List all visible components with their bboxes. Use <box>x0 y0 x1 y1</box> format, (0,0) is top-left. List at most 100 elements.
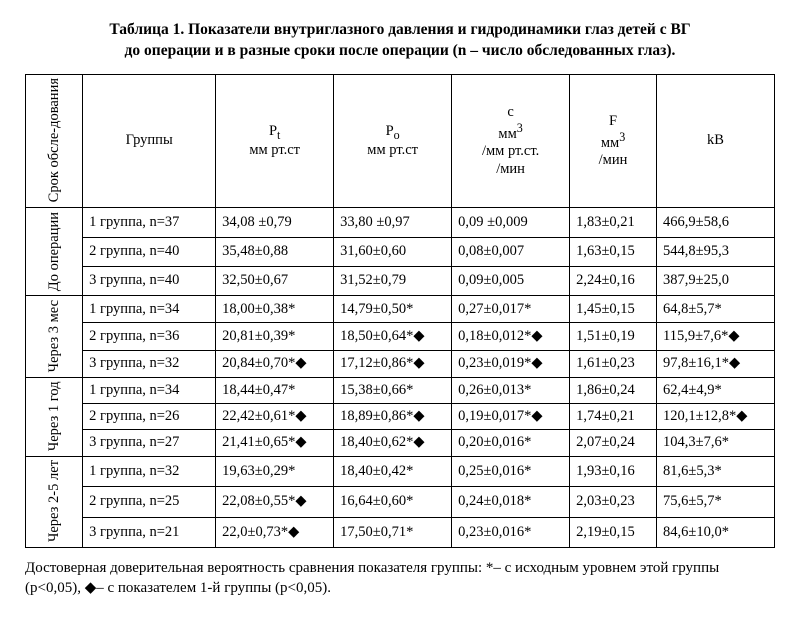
cell-po: 17,50±0,71* <box>334 517 452 547</box>
cell-f: 1,74±0,21 <box>570 404 657 430</box>
cell-po: 14,79±0,50* <box>334 296 452 323</box>
period-label: Через 2-5 лет <box>26 456 83 547</box>
cell-c: 0,24±0,018* <box>452 487 570 517</box>
cell-c: 0,09±0,005 <box>452 266 570 295</box>
table-row: 2 группа, n=26 22,42±0,61*◆ 18,89±0,86*◆… <box>26 404 775 430</box>
header-c: c мм3 /мм рт.ст. /мин <box>452 74 570 207</box>
title-line-1: Таблица 1. Показатели внутриглазного дав… <box>109 21 690 38</box>
cell-pt: 20,84±0,70*◆ <box>216 350 334 377</box>
cell-po: 15,38±0,66* <box>334 377 452 403</box>
cell-group: 1 группа, n=32 <box>83 456 216 486</box>
table-row: 3 группа, n=40 32,50±0,67 31,52±0,79 0,0… <box>26 266 775 295</box>
table-row: 2 группа, n=25 22,08±0,55*◆ 16,64±0,60* … <box>26 487 775 517</box>
period-label: До операции <box>26 208 83 296</box>
cell-group: 2 группа, n=25 <box>83 487 216 517</box>
table-row: До операции 1 группа, n=37 34,08 ±0,79 3… <box>26 208 775 237</box>
cell-kb: 120,1±12,8*◆ <box>656 404 774 430</box>
cell-group: 2 группа, n=26 <box>83 404 216 430</box>
cell-pt: 22,42±0,61*◆ <box>216 404 334 430</box>
cell-group: 1 группа, n=34 <box>83 377 216 403</box>
cell-f: 1,45±0,15 <box>570 296 657 323</box>
cell-kb: 387,9±25,0 <box>656 266 774 295</box>
cell-group: 3 группа, n=27 <box>83 430 216 456</box>
cell-c: 0,20±0,016* <box>452 430 570 456</box>
cell-kb: 115,9±7,6*◆ <box>656 323 774 350</box>
cell-kb: 466,9±58,6 <box>656 208 774 237</box>
period-label: Через 3 мес <box>26 296 83 377</box>
cell-po: 18,40±0,42* <box>334 456 452 486</box>
cell-kb: 544,8±95,3 <box>656 237 774 266</box>
header-period: Срок обсле-дования <box>26 74 83 207</box>
cell-f: 2,19±0,15 <box>570 517 657 547</box>
table-body: До операции 1 группа, n=37 34,08 ±0,79 3… <box>26 208 775 548</box>
cell-kb: 104,3±7,6* <box>656 430 774 456</box>
cell-po: 33,80 ±0,97 <box>334 208 452 237</box>
table-row: Через 2-5 лет 1 группа, n=32 19,63±0,29*… <box>26 456 775 486</box>
cell-pt: 20,81±0,39* <box>216 323 334 350</box>
table-row: 3 группа, n=27 21,41±0,65*◆ 18,40±0,62*◆… <box>26 430 775 456</box>
cell-c: 0,08±0,007 <box>452 237 570 266</box>
cell-pt: 21,41±0,65*◆ <box>216 430 334 456</box>
cell-c: 0,09 ±0,009 <box>452 208 570 237</box>
cell-pt: 35,48±0,88 <box>216 237 334 266</box>
cell-c: 0,25±0,016* <box>452 456 570 486</box>
cell-kb: 64,8±5,7* <box>656 296 774 323</box>
cell-po: 17,12±0,86*◆ <box>334 350 452 377</box>
header-po: Po мм рт.ст <box>334 74 452 207</box>
table-row: 3 группа, n=21 22,0±0,73*◆ 17,50±0,71* 0… <box>26 517 775 547</box>
cell-f: 1,86±0,24 <box>570 377 657 403</box>
table-title: Таблица 1. Показатели внутриглазного дав… <box>25 20 775 62</box>
cell-pt: 22,0±0,73*◆ <box>216 517 334 547</box>
cell-group: 3 группа, n=32 <box>83 350 216 377</box>
cell-kb: 84,6±10,0* <box>656 517 774 547</box>
cell-pt: 22,08±0,55*◆ <box>216 487 334 517</box>
cell-po: 31,60±0,60 <box>334 237 452 266</box>
table-row: 2 группа, n=36 20,81±0,39* 18,50±0,64*◆ … <box>26 323 775 350</box>
cell-f: 1,51±0,19 <box>570 323 657 350</box>
cell-po: 18,89±0,86*◆ <box>334 404 452 430</box>
cell-po: 18,50±0,64*◆ <box>334 323 452 350</box>
cell-pt: 34,08 ±0,79 <box>216 208 334 237</box>
cell-f: 2,24±0,16 <box>570 266 657 295</box>
cell-group: 1 группа, n=37 <box>83 208 216 237</box>
header-kb: kB <box>656 74 774 207</box>
cell-c: 0,26±0,013* <box>452 377 570 403</box>
table-row: 2 группа, n=40 35,48±0,88 31,60±0,60 0,0… <box>26 237 775 266</box>
cell-kb: 97,8±16,1*◆ <box>656 350 774 377</box>
cell-po: 18,40±0,62*◆ <box>334 430 452 456</box>
cell-kb: 75,6±5,7* <box>656 487 774 517</box>
cell-kb: 62,4±4,9* <box>656 377 774 403</box>
cell-f: 1,61±0,23 <box>570 350 657 377</box>
title-line-2: до операции и в разные сроки после опера… <box>125 42 676 59</box>
cell-c: 0,18±0,012*◆ <box>452 323 570 350</box>
cell-f: 2,03±0,23 <box>570 487 657 517</box>
cell-group: 3 группа, n=40 <box>83 266 216 295</box>
cell-group: 2 группа, n=40 <box>83 237 216 266</box>
cell-po: 31,52±0,79 <box>334 266 452 295</box>
header-row: Срок обсле-дования Группы Pt мм рт.ст Po… <box>26 74 775 207</box>
cell-kb: 81,6±5,3* <box>656 456 774 486</box>
header-f: F мм3 /мин <box>570 74 657 207</box>
cell-pt: 18,00±0,38* <box>216 296 334 323</box>
header-pt: Pt мм рт.ст <box>216 74 334 207</box>
cell-f: 2,07±0,24 <box>570 430 657 456</box>
cell-pt: 32,50±0,67 <box>216 266 334 295</box>
data-table: Срок обсле-дования Группы Pt мм рт.ст Po… <box>25 74 775 548</box>
cell-pt: 19,63±0,29* <box>216 456 334 486</box>
table-row: 3 группа, n=32 20,84±0,70*◆ 17,12±0,86*◆… <box>26 350 775 377</box>
cell-group: 3 группа, n=21 <box>83 517 216 547</box>
cell-c: 0,23±0,016* <box>452 517 570 547</box>
table-row: Через 1 год 1 группа, n=34 18,44±0,47* 1… <box>26 377 775 403</box>
cell-f: 1,63±0,15 <box>570 237 657 266</box>
cell-pt: 18,44±0,47* <box>216 377 334 403</box>
cell-f: 1,93±0,16 <box>570 456 657 486</box>
cell-c: 0,19±0,017*◆ <box>452 404 570 430</box>
cell-f: 1,83±0,21 <box>570 208 657 237</box>
cell-po: 16,64±0,60* <box>334 487 452 517</box>
cell-c: 0,27±0,017* <box>452 296 570 323</box>
cell-group: 1 группа, n=34 <box>83 296 216 323</box>
table-row: Через 3 мес 1 группа, n=34 18,00±0,38* 1… <box>26 296 775 323</box>
cell-group: 2 группа, n=36 <box>83 323 216 350</box>
header-group: Группы <box>83 74 216 207</box>
cell-c: 0,23±0,019*◆ <box>452 350 570 377</box>
